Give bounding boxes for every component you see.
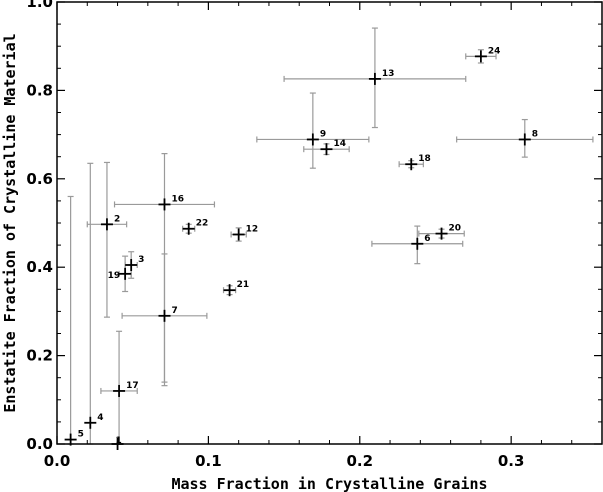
- point-label: 13: [382, 69, 395, 79]
- data-point-6: [411, 237, 424, 250]
- point-label: 8: [532, 129, 538, 139]
- point-label: 22: [196, 219, 209, 229]
- point-label: 12: [246, 224, 259, 234]
- data-point-13: [368, 72, 381, 85]
- x-tick-label: 0.2: [346, 452, 373, 470]
- point-label: 9: [320, 129, 326, 139]
- point-label: 17: [126, 381, 139, 391]
- y-tick-label: 0.0: [26, 435, 53, 453]
- marker-layer: [64, 50, 531, 450]
- data-point-9: [306, 133, 319, 146]
- errorbar-layer: [67, 27, 594, 445]
- data-point-21: [223, 284, 236, 297]
- point-label: 7: [171, 306, 177, 316]
- data-point-14: [320, 143, 333, 156]
- plot-frame: [56, 1, 603, 445]
- data-point-17: [113, 384, 126, 397]
- data-point-4: [84, 416, 97, 429]
- point-label: 18: [418, 154, 431, 164]
- point-label: 5: [78, 430, 84, 440]
- data-point-7: [158, 309, 171, 322]
- y-tick-label: 0.4: [26, 258, 53, 276]
- x-axis-label: Mass Fraction in Crystalline Grains: [171, 475, 487, 492]
- data-point-3: [125, 258, 138, 271]
- data-point-24: [474, 50, 487, 63]
- data-point-8: [518, 133, 531, 146]
- point-label: 24: [488, 46, 501, 56]
- data-point-12: [232, 228, 245, 241]
- y-tick-label: 0.2: [26, 347, 53, 365]
- point-label: 20: [449, 224, 462, 234]
- x-axis-ticks: 0.0 0.1 0.2 0.3: [44, 2, 573, 470]
- point-label: 6: [424, 234, 430, 244]
- y-axis-ticks: 0.0 0.2 0.4 0.6 0.8 1.0: [26, 0, 602, 453]
- data-point-2: [100, 218, 113, 231]
- x-tick-label: 0.0: [44, 452, 71, 470]
- x-tick-label: 0.3: [498, 452, 525, 470]
- point-label: 3: [138, 255, 144, 265]
- point-label: 21: [237, 280, 250, 290]
- y-tick-label: 1.0: [26, 0, 53, 11]
- y-axis-label: Enstatite Fraction of Crystalline Materi…: [1, 33, 19, 412]
- point-label: 4: [97, 413, 103, 423]
- data-point-19: [119, 267, 132, 280]
- data-point-20: [435, 227, 448, 240]
- y-tick-label: 0.6: [26, 170, 53, 188]
- y-tick-label: 0.8: [26, 81, 53, 99]
- point-label: 2: [114, 214, 120, 224]
- data-point-16: [158, 198, 171, 211]
- x-tick-label: 0.1: [195, 452, 222, 470]
- data-point-18: [405, 158, 418, 171]
- point-label: 16: [171, 194, 184, 204]
- data-point-22: [182, 222, 195, 235]
- point-label: 19: [108, 271, 121, 281]
- point-label: 1: [116, 436, 122, 446]
- point-label: 14: [333, 139, 346, 149]
